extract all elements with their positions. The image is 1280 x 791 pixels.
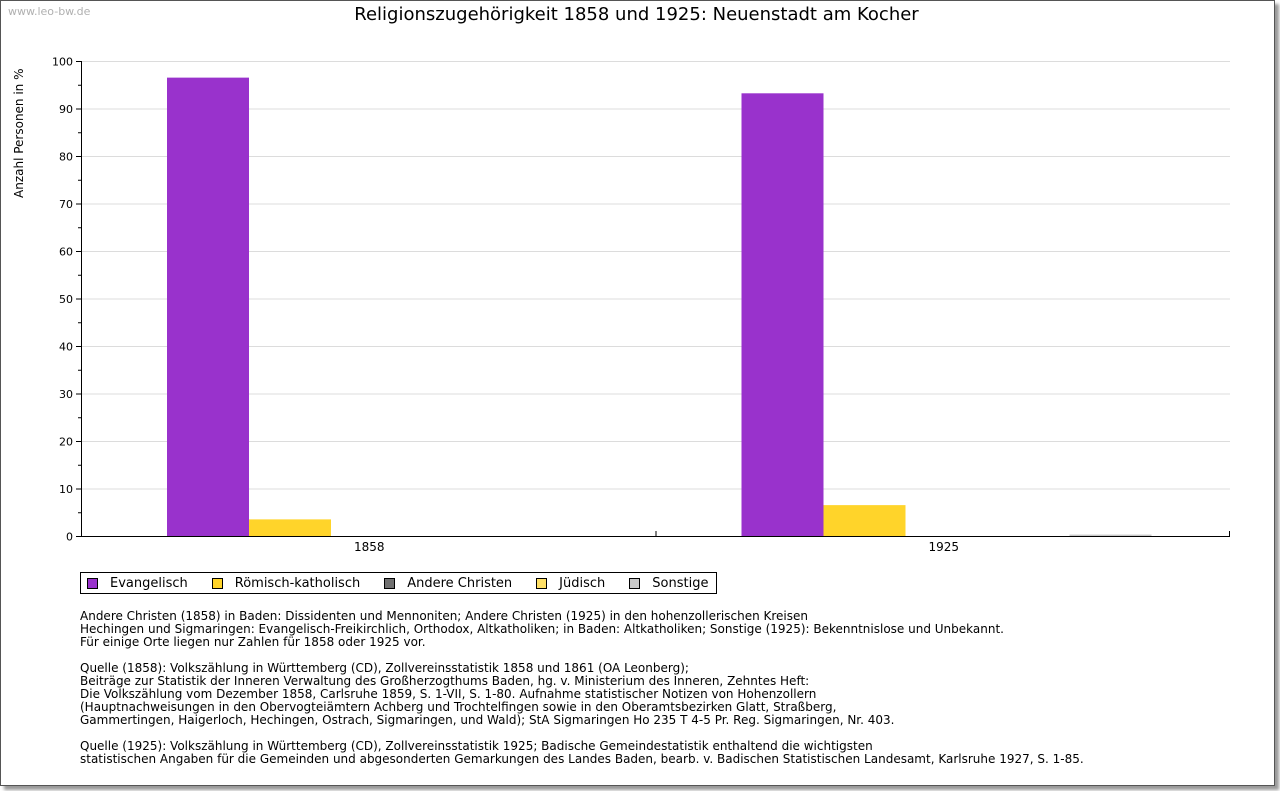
footnote-paragraph: Andere Christen (1858) in Baden: Disside… [80, 610, 1084, 649]
footnote-line: Quelle (1858): Volkszählung in Württembe… [80, 661, 689, 675]
y-tick-label: 90 [59, 103, 73, 116]
y-tick-label: 10 [59, 483, 73, 496]
legend-label: Andere Christen [407, 575, 513, 591]
y-tick-label: 30 [59, 388, 73, 401]
bar-chart: 0 10 20 30 40 50 60 70 80 90 100 1858 1925 [52, 56, 1230, 554]
legend-item: Evangelisch [87, 576, 188, 591]
footnote-line: Andere Christen (1858) in Baden: Disside… [80, 609, 808, 623]
y-tick-label: 20 [59, 436, 73, 449]
legend-item: Römisch-katholisch [211, 575, 361, 591]
legend: Evangelisch Römisch-katholisch Andere Chri… [80, 572, 718, 594]
footnote-line: Gammertingen, Haigerloch, Hechingen, Ost… [80, 713, 895, 727]
legend-swatch [87, 577, 98, 589]
bar-evangelisch-1925 [741, 93, 824, 537]
chart-title: Religionszugehörigkeit 1858 und 1925: Ne… [354, 4, 919, 25]
legend-swatch [384, 577, 396, 589]
legend-label: Jüdisch [559, 575, 606, 591]
bar-evangelisch-1858 [167, 77, 249, 536]
y-tick-label: 50 [59, 293, 73, 306]
y-tick-label: 40 [59, 341, 73, 354]
legend-swatch [211, 577, 223, 589]
y-tick-label: 60 [59, 246, 73, 259]
footnote-line: statistischen Angaben für die Gemeinden … [80, 752, 1084, 766]
watermark: www.leo-bw.de [8, 5, 91, 18]
legend-swatch [536, 577, 548, 589]
legend-label: Sonstige [652, 575, 709, 591]
y-tick-label: 80 [59, 151, 73, 164]
footnote-line: Hechingen und Sigmaringen: Evangelisch-F… [80, 622, 1004, 636]
footnote-line: Für einige Orte liegen nur Zahlen für 18… [80, 635, 426, 649]
y-tick-label: 70 [59, 198, 73, 211]
y-tick-label: 100 [52, 56, 73, 69]
legend-label: Evangelisch [110, 575, 188, 591]
footnote-paragraph: Quelle (1858): Volkszählung in Württembe… [80, 662, 1084, 727]
footnotes: Andere Christen (1858) in Baden: Disside… [80, 610, 1084, 779]
footnote-line: Die Volkszählung vom Dezember 1858, Carl… [80, 687, 817, 701]
footnote-paragraph: Quelle (1925): Volkszählung in Württembe… [80, 740, 1084, 766]
legend-item: Jüdisch [536, 576, 605, 591]
footnote-line: Beiträge zur Statistik der Inneren Verwa… [80, 674, 810, 688]
bar-r-misch-katholisch-1925 [823, 505, 906, 536]
legend-swatch [629, 577, 641, 589]
legend-item: Andere Christen [384, 576, 512, 591]
footnote-line: Quelle (1925): Volkszählung in Württembe… [80, 739, 873, 753]
bar-r-misch-katholisch-1858 [249, 519, 331, 536]
legend-label: Römisch-katholisch [234, 575, 361, 591]
legend-item: Sonstige [629, 576, 708, 591]
y-tick-label: 0 [66, 531, 73, 544]
x-tick-label: 1858 [354, 540, 385, 554]
x-tick-label: 1925 [928, 540, 959, 554]
footnote-line: (Hauptnachweisungen in den Obervogteiämt… [80, 700, 837, 714]
bar-sonstige-1925 [1069, 534, 1152, 536]
